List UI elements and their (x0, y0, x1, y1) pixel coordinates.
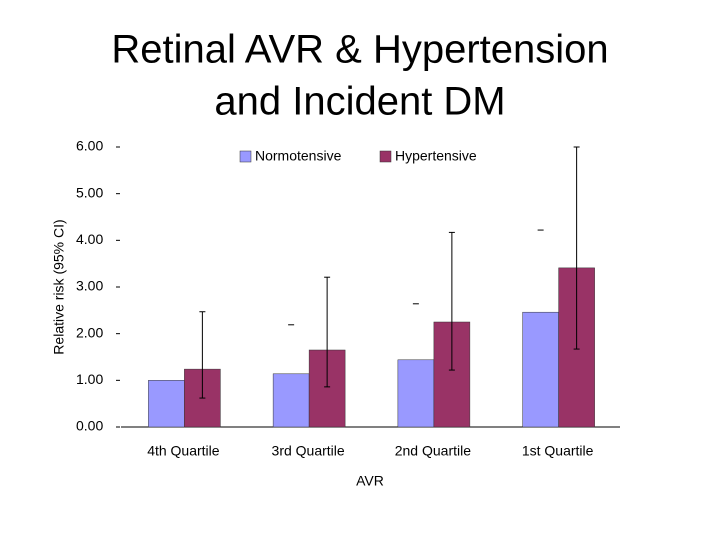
bar (397, 359, 435, 428)
x-tick-label: 1st Quartile (522, 443, 594, 459)
bar (433, 321, 471, 428)
y-tick-label: 0.00 (76, 418, 103, 434)
y-tick-label: 1.00 (76, 371, 103, 387)
x-tick-label: 4th Quartile (147, 443, 220, 459)
legend-label: Normotensive (255, 148, 342, 164)
bar (522, 311, 559, 428)
bar (148, 380, 185, 428)
y-tick-label: 4.00 (76, 231, 103, 247)
title-line: and Incident DM (214, 80, 505, 124)
x-axis-label: AVR (356, 473, 384, 489)
y-tick-label: 6.00 (76, 138, 103, 154)
y-axis-label: Relative risk (95% CI) (51, 219, 67, 354)
y-tick-label: 2.00 (76, 324, 103, 340)
bar (272, 373, 310, 428)
legend-swatch (379, 150, 392, 163)
x-tick-label: 3rd Quartile (272, 443, 345, 459)
y-tick-label: 5.00 (76, 184, 103, 200)
legend-label: Hypertensive (395, 148, 477, 164)
y-tick-label: 3.00 (76, 278, 103, 294)
x-tick-label: 2nd Quartile (395, 443, 471, 459)
legend-swatch (239, 150, 252, 163)
title-line: Retinal AVR & Hypertension (111, 28, 608, 72)
